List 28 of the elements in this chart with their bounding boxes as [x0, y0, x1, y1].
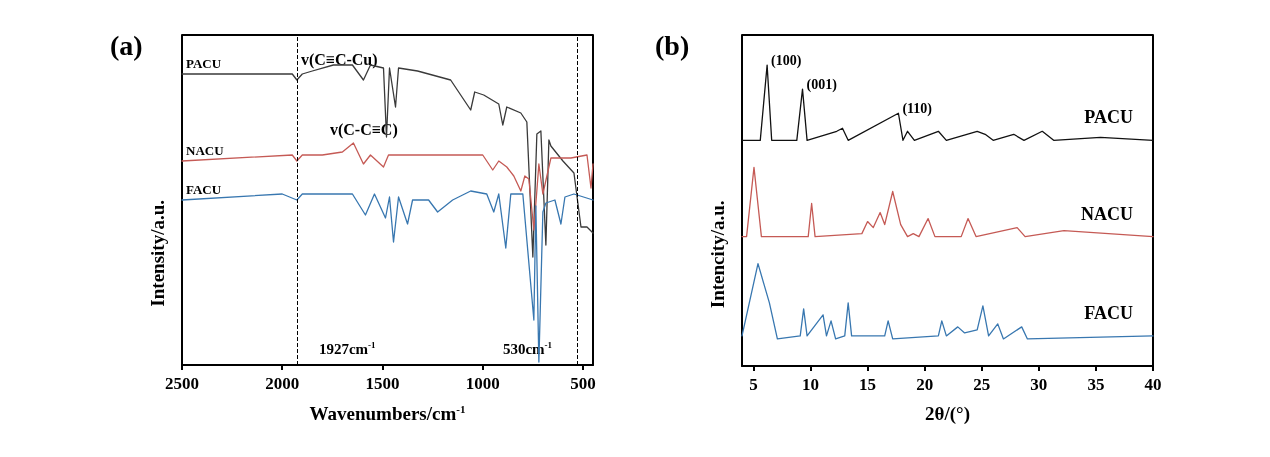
annotation: (100)	[771, 52, 802, 69]
annotation: (110)	[902, 100, 933, 117]
x-tick-label: 1500	[365, 374, 400, 393]
annotation: v(C≡C-Cu)	[300, 50, 378, 69]
series-label: PACU	[1084, 107, 1133, 128]
x-tick-label: 500	[570, 374, 596, 393]
x-tick-label: 25	[973, 375, 991, 394]
x-tick-label: 40	[1144, 375, 1162, 394]
x-axis-title: 2θ/(°)	[925, 403, 970, 425]
y-axis-title: Intencity/a.u.	[707, 200, 728, 309]
series-label: PACU	[186, 56, 222, 71]
x-tick-label: 1000	[465, 374, 500, 393]
chart-title: (a)	[110, 29, 143, 61]
x-tick-label: 35	[1087, 375, 1105, 394]
y-axis-title: Intensity/a.u.	[147, 199, 168, 307]
x-tick-label: 2500	[165, 374, 199, 393]
x-tick-label: 20	[916, 375, 934, 394]
x-tick-label: 10	[802, 375, 819, 394]
chart-title: (b)	[655, 29, 690, 61]
annotation: (001)	[806, 76, 838, 93]
x-tick-label: 30	[1030, 375, 1048, 394]
series-label: FACU	[186, 182, 222, 197]
series-label: NACU	[186, 143, 225, 158]
x-tick-label: 15	[859, 375, 877, 394]
series-label: FACU	[1084, 302, 1133, 323]
x-tick-label: 5	[749, 375, 758, 394]
x-tick-label: 2000	[265, 374, 300, 393]
series-label: NACU	[1081, 203, 1133, 224]
